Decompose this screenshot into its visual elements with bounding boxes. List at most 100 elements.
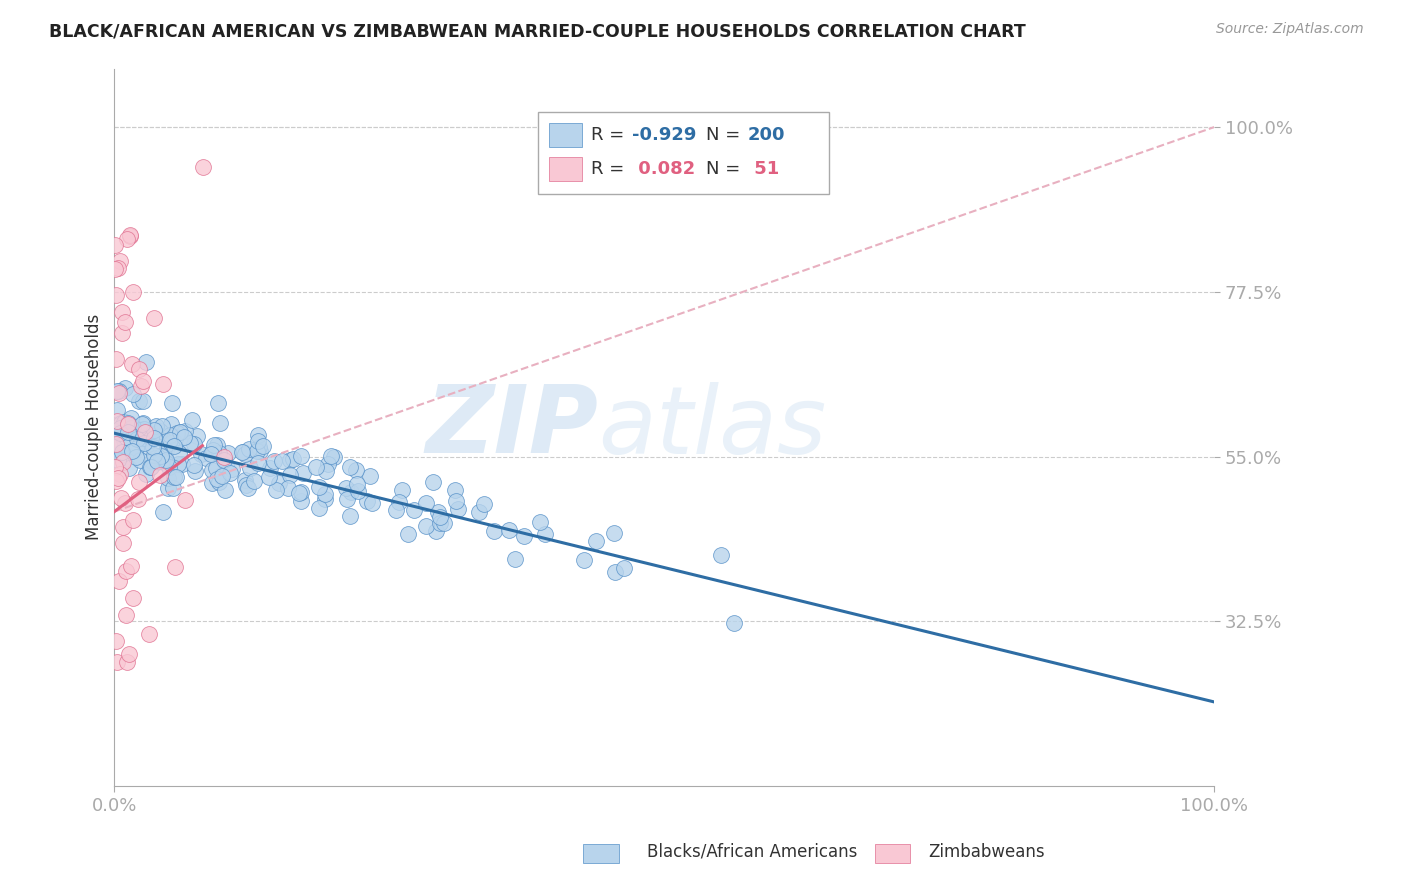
Y-axis label: Married-couple Households: Married-couple Households (86, 314, 103, 541)
Point (533, 526, 555, 541)
Point (263, 454, 285, 468)
Point (214, 483, 236, 497)
Point (129, 423, 152, 437)
Point (122, 591, 145, 605)
Point (132, 436, 155, 450)
Text: 0.082: 0.082 (633, 160, 696, 178)
Point (146, 453, 169, 467)
Text: Source: ZipAtlas.com: Source: ZipAtlas.com (1216, 22, 1364, 37)
Point (118, 647, 141, 661)
Text: 51: 51 (748, 160, 779, 178)
Point (141, 454, 163, 468)
Point (132, 417, 155, 431)
Point (121, 357, 143, 371)
Point (723, 615, 745, 630)
Point (211, 469, 233, 483)
Text: -0.929: -0.929 (633, 127, 697, 145)
Point (257, 470, 280, 484)
Point (114, 315, 136, 329)
Point (114, 607, 136, 622)
Point (236, 481, 259, 495)
Point (290, 449, 312, 463)
Point (217, 446, 239, 460)
Point (104, 238, 127, 252)
Text: atlas: atlas (599, 382, 827, 473)
Point (152, 505, 174, 519)
Point (121, 420, 143, 434)
Point (427, 505, 450, 519)
Point (231, 445, 253, 459)
Point (112, 433, 135, 447)
Point (472, 497, 495, 511)
Point (603, 526, 626, 541)
Point (121, 285, 143, 299)
Point (290, 494, 312, 508)
Point (121, 425, 143, 440)
Point (104, 459, 127, 474)
Point (212, 452, 235, 467)
Point (290, 485, 312, 500)
Point (108, 574, 131, 588)
Point (120, 421, 142, 435)
Point (252, 439, 274, 453)
Point (183, 458, 205, 472)
Text: Zimbabweans: Zimbabweans (928, 843, 1045, 861)
Point (323, 450, 346, 464)
Point (259, 461, 281, 475)
Point (143, 431, 166, 445)
Point (186, 429, 208, 443)
Point (415, 518, 437, 533)
Point (201, 442, 224, 457)
Point (115, 430, 138, 444)
Point (128, 362, 150, 376)
Point (134, 425, 156, 439)
Point (108, 467, 131, 481)
Point (165, 470, 187, 484)
Point (513, 529, 536, 543)
Point (115, 655, 138, 669)
Point (163, 560, 186, 574)
Point (104, 288, 127, 302)
Point (163, 439, 186, 453)
Point (166, 425, 188, 440)
Point (155, 453, 177, 467)
Point (529, 516, 551, 530)
Point (221, 462, 243, 476)
Point (396, 527, 419, 541)
Point (157, 459, 180, 474)
Text: BLACK/AFRICAN AMERICAN VS ZIMBABWEAN MARRIED-COUPLE HOUSEHOLDS CORRELATION CHART: BLACK/AFRICAN AMERICAN VS ZIMBABWEAN MAR… (49, 22, 1026, 40)
Point (117, 425, 139, 439)
Point (132, 374, 155, 388)
Point (271, 454, 294, 468)
Point (132, 431, 155, 445)
Point (202, 438, 225, 452)
Point (572, 553, 595, 567)
Point (159, 436, 181, 450)
Point (121, 387, 143, 401)
Point (122, 426, 145, 441)
Point (193, 160, 215, 174)
Text: N =: N = (706, 160, 741, 178)
Point (246, 427, 269, 442)
Point (129, 378, 152, 392)
Point (179, 435, 201, 450)
Point (128, 393, 150, 408)
Point (127, 491, 149, 506)
Point (314, 492, 336, 507)
Point (200, 447, 222, 461)
Point (159, 417, 181, 431)
Point (142, 440, 165, 454)
Point (169, 425, 191, 439)
Point (105, 414, 128, 428)
Point (110, 425, 132, 440)
Point (314, 487, 336, 501)
Point (247, 441, 270, 455)
Point (135, 439, 157, 453)
Point (110, 416, 132, 430)
Point (111, 452, 134, 467)
Point (190, 447, 212, 461)
Point (104, 436, 127, 450)
Point (232, 444, 254, 458)
FancyBboxPatch shape (548, 157, 582, 181)
Point (149, 468, 172, 483)
